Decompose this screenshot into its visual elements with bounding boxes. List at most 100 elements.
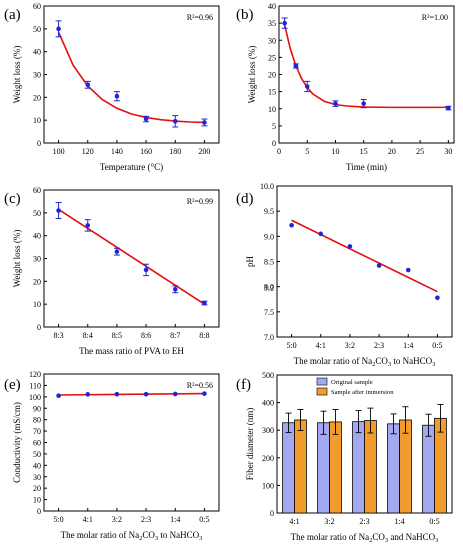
panel-d: (d) 7.0 7.5 8.0 8.5 9.0 9.5 10.0 5:0 4:1 3:2 2:3 1:4… bbox=[236, 182, 453, 368]
x-tick-label: 8:8 bbox=[199, 331, 209, 340]
y-tick-label: 9.5 bbox=[264, 207, 274, 216]
y-tick-label: 50 bbox=[33, 450, 41, 459]
x-axis-label: The mass ratio of PVA to EH bbox=[79, 346, 184, 356]
fit-line bbox=[58, 392, 205, 396]
r-squared-label: R²=1.00 bbox=[422, 13, 448, 22]
y-tick-label: 10.0 bbox=[260, 182, 274, 191]
x-tick-label: 3:2 bbox=[345, 341, 355, 350]
x-tick-label: 3:2 bbox=[324, 517, 334, 526]
panel-label: (a) bbox=[4, 7, 21, 23]
x-axis-label-mid: CO bbox=[142, 530, 155, 540]
y-tick-label: 110 bbox=[29, 381, 41, 390]
x-tick-label: 200 bbox=[198, 147, 210, 156]
y-tick-label: 70 bbox=[33, 427, 41, 436]
x-axis-label-post: and NaHCO bbox=[388, 532, 435, 542]
data-point bbox=[435, 295, 440, 301]
x-axis-label-post: to NaHCO bbox=[391, 356, 432, 366]
x-tick-label: 8:6 bbox=[141, 331, 151, 340]
y-tick-label: 60 bbox=[33, 439, 41, 448]
plot-frame bbox=[278, 5, 455, 144]
panel-c: (c) 0 10 20 30 40 50 60 8:3 8:4 8:5 8:6 8:7 8:8 The ma… bbox=[4, 186, 220, 356]
data-point bbox=[347, 244, 353, 249]
legend-label: Original sample bbox=[331, 379, 373, 386]
y-tick-label: 10 bbox=[268, 105, 276, 114]
y-tick-label: 40 bbox=[33, 232, 41, 241]
x-axis-label: The molar ratio of Na2​CO3​ and NaHCO3​ bbox=[291, 532, 439, 544]
r-squared-label: R²=0.56 bbox=[187, 381, 213, 390]
y-tick-label: 50 bbox=[33, 25, 41, 34]
x-tick-label: 100 bbox=[53, 147, 65, 156]
y-tick-label: 10 bbox=[33, 496, 41, 505]
x-tick-label: 120 bbox=[82, 147, 94, 156]
y-tick-label: 9.0 bbox=[264, 232, 274, 241]
bar bbox=[329, 421, 342, 514]
panel-label: (e) bbox=[4, 377, 21, 393]
y-tick-label: 30 bbox=[33, 255, 41, 264]
x-tick-label: 1:4 bbox=[394, 517, 404, 526]
x-axis-label-s3: 3 bbox=[435, 537, 438, 544]
data-point bbox=[172, 391, 178, 397]
x-axis-label-mid: CO bbox=[372, 532, 385, 542]
data-point bbox=[85, 82, 91, 88]
r-squared-label: R²=0.96 bbox=[187, 13, 213, 22]
bar bbox=[364, 420, 377, 514]
fit-line bbox=[57, 31, 205, 124]
y-tick-label: 40 bbox=[268, 2, 276, 11]
x-tick-label: 0 bbox=[277, 147, 281, 156]
data-point bbox=[293, 63, 299, 69]
data-point bbox=[85, 392, 91, 397]
data-point bbox=[202, 300, 207, 306]
y-axis-label: Fiber diameter (nm) bbox=[245, 408, 255, 480]
x-axis-label-pre: The molar ratio of Na bbox=[61, 530, 139, 540]
y-tick-label: 10 bbox=[33, 300, 41, 309]
x-axis-label: Time (min) bbox=[346, 162, 387, 172]
x-tick-label: 4:1 bbox=[316, 341, 326, 350]
data-point bbox=[114, 249, 120, 254]
x-tick-label: 2:3 bbox=[374, 341, 384, 350]
y-tick-label: 25 bbox=[268, 53, 276, 62]
x-tick-label: 0:5 bbox=[199, 515, 209, 524]
x-tick-label: 1:4 bbox=[403, 341, 413, 350]
y-tick-label: 0 bbox=[272, 139, 276, 148]
data-point bbox=[376, 263, 382, 268]
data-point bbox=[282, 20, 287, 26]
x-tick-label: 30 bbox=[444, 147, 452, 156]
y-axis-label: pH bbox=[245, 256, 255, 268]
y-tick-label: 0 bbox=[37, 139, 41, 148]
data-point bbox=[446, 105, 451, 111]
plot-frame bbox=[276, 185, 453, 338]
y-tick-label: 20 bbox=[33, 277, 41, 286]
x-tick-label: 4:1 bbox=[83, 515, 93, 524]
y-tick-label: 0 bbox=[37, 507, 41, 516]
x-tick-label: 2:3 bbox=[141, 515, 151, 524]
y-tick-label: 5 bbox=[272, 122, 276, 131]
x-tick-label: 160 bbox=[140, 147, 152, 156]
x-tick-label: 5 bbox=[305, 147, 309, 156]
fit-line bbox=[283, 24, 449, 109]
bar bbox=[317, 422, 330, 514]
data-point bbox=[289, 222, 294, 228]
bar bbox=[352, 421, 365, 514]
data-point bbox=[202, 120, 207, 125]
data-point bbox=[56, 393, 61, 398]
x-axis-label-mid: CO bbox=[375, 356, 388, 366]
bar bbox=[294, 419, 307, 514]
x-axis-label: The molar ratio of Na2​CO3​ to NaHCO3​ bbox=[294, 356, 436, 368]
panel-f: (f) 0 100 200 300 400 500 4:1 3:2 2:3 1:4 0:5 The mo… bbox=[236, 371, 453, 544]
x-tick-label: 4:1 bbox=[289, 517, 299, 526]
y-tick-label: 20 bbox=[33, 484, 41, 493]
data-point bbox=[56, 208, 61, 213]
extra-tick-label: 3:2 bbox=[264, 284, 274, 293]
x-axis-label-s2: 3 bbox=[388, 361, 391, 368]
data-point bbox=[143, 391, 149, 397]
x-tick-label: 5:0 bbox=[53, 515, 63, 524]
x-tick-label: 140 bbox=[111, 147, 123, 156]
x-tick-label: 20 bbox=[388, 147, 396, 156]
x-tick-label: 5:0 bbox=[286, 341, 296, 350]
y-tick-label: 7.5 bbox=[264, 308, 274, 317]
data-point bbox=[85, 223, 91, 228]
y-axis-label: Weight loss (%) bbox=[12, 46, 22, 104]
bar bbox=[387, 423, 400, 514]
y-tick-label: 90 bbox=[33, 404, 41, 413]
